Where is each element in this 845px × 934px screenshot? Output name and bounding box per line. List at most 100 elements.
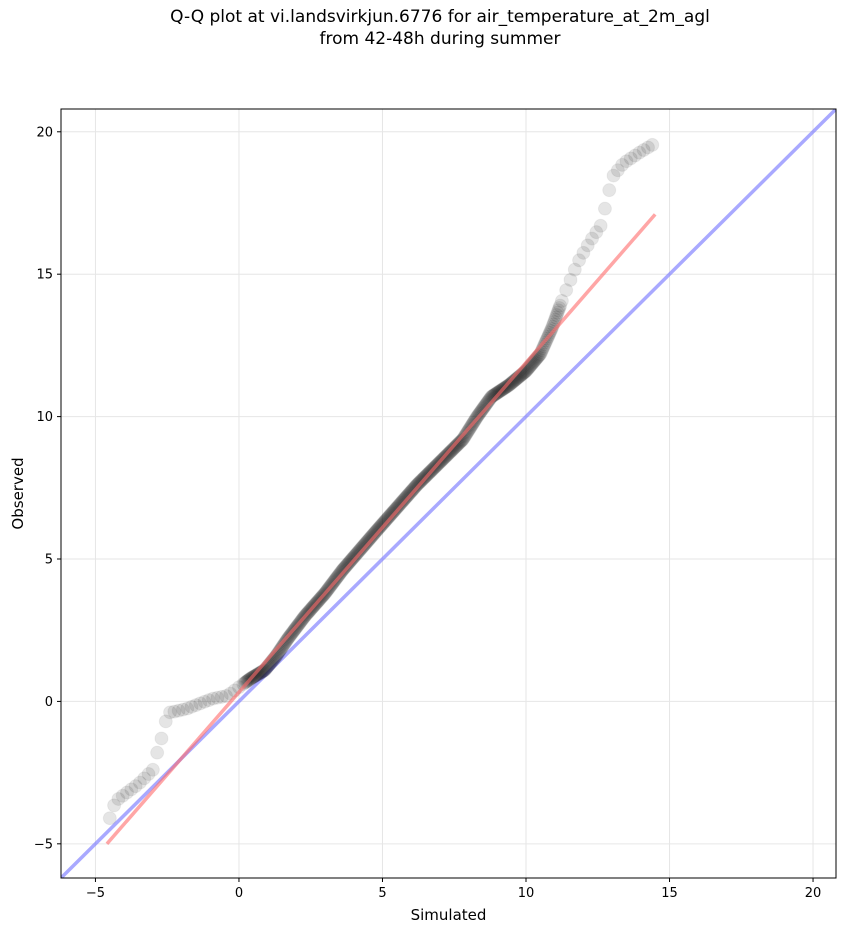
qq-point xyxy=(359,535,374,550)
qq-point xyxy=(567,262,582,277)
plot-frame xyxy=(60,108,837,879)
qq-point xyxy=(387,503,402,518)
qq-point xyxy=(549,307,564,322)
qq-point xyxy=(120,785,135,800)
qq-point xyxy=(145,762,160,777)
x-axis-label: Simulated xyxy=(411,906,487,924)
qq-point xyxy=(453,434,468,449)
qq-point xyxy=(628,148,643,163)
qq-point xyxy=(489,386,504,401)
qq-point xyxy=(150,745,165,760)
qq-point xyxy=(171,703,186,718)
qq-point xyxy=(619,154,634,169)
qq-point xyxy=(277,636,292,651)
x-tick-label: 10 xyxy=(518,886,535,901)
qq-point xyxy=(378,513,393,528)
qq-point xyxy=(372,520,387,535)
qq-point xyxy=(345,551,360,566)
qq-point xyxy=(342,555,357,570)
qq-point xyxy=(488,387,503,402)
qq-point xyxy=(115,788,130,803)
qq-point xyxy=(554,293,569,308)
qq-point xyxy=(606,168,621,183)
qq-point xyxy=(346,550,361,565)
qq-point xyxy=(373,519,388,534)
qq-point xyxy=(351,544,366,559)
qq-point xyxy=(337,561,352,576)
qq-point xyxy=(360,534,375,549)
qq-point xyxy=(450,437,465,452)
qq-point xyxy=(376,515,391,530)
qq-point xyxy=(107,798,122,813)
qq-point xyxy=(451,436,466,451)
qq-point xyxy=(338,559,353,574)
qq-point xyxy=(363,530,378,545)
qq-point xyxy=(384,506,399,521)
qq-point xyxy=(393,496,408,511)
qq-point xyxy=(367,526,382,541)
qq-point xyxy=(474,403,489,418)
y-tick-label: 20 xyxy=(36,125,53,140)
qq-point xyxy=(361,533,376,548)
qq-point xyxy=(102,811,117,826)
qq-point xyxy=(585,231,600,246)
qq-point xyxy=(197,694,212,709)
chart-title-line-2: from 42-48h during summer xyxy=(319,29,561,49)
qq-point xyxy=(504,375,519,390)
qq-point xyxy=(580,238,595,253)
qq-point xyxy=(355,540,370,555)
qq-point xyxy=(250,667,265,682)
qq-point xyxy=(354,541,369,556)
qq-point xyxy=(382,508,397,523)
qq-point xyxy=(361,532,376,547)
qq-point xyxy=(368,525,383,540)
qq-point xyxy=(137,771,152,786)
qq-point xyxy=(163,705,178,720)
plot-area xyxy=(61,109,836,878)
qq-point xyxy=(335,563,350,578)
qq-point xyxy=(355,539,370,554)
qq-point xyxy=(201,693,216,708)
qq-point xyxy=(128,779,143,794)
qq-point xyxy=(504,376,519,391)
qq-point xyxy=(184,699,199,714)
qq-point xyxy=(210,690,225,705)
qq-point xyxy=(132,775,147,790)
qq-point xyxy=(336,562,351,577)
qq-point xyxy=(353,542,368,557)
qq-point xyxy=(391,499,406,514)
qq-point xyxy=(366,527,381,542)
qq-point xyxy=(371,521,386,536)
qq-point xyxy=(563,272,578,287)
qq-point xyxy=(559,283,574,298)
qq-point xyxy=(339,558,354,573)
y-tick-label: −5 xyxy=(34,837,53,852)
x-tick-label: −5 xyxy=(86,886,105,901)
qq-point xyxy=(475,402,490,417)
axis-ticks: −5 0 5 10 15 20 −5 0 5 10 15 20 xyxy=(34,125,821,901)
qq-point xyxy=(364,529,379,544)
y-tick-label: 15 xyxy=(36,268,53,283)
qq-point xyxy=(219,689,234,704)
y-axis-label: Observed xyxy=(9,457,27,529)
qq-point xyxy=(368,524,383,539)
qq-point xyxy=(383,507,398,522)
qq-point xyxy=(206,691,221,706)
qq-point xyxy=(597,201,612,216)
qq-point xyxy=(357,537,372,552)
qq-point xyxy=(278,635,293,650)
qq-point xyxy=(476,400,491,415)
qq-point xyxy=(343,553,358,568)
qq-point xyxy=(175,702,190,717)
qq-point xyxy=(343,554,358,569)
qq-point xyxy=(388,502,403,517)
qq-point xyxy=(356,538,371,553)
qq-point xyxy=(645,137,660,152)
qq-point xyxy=(572,253,587,268)
qq-point xyxy=(350,545,365,560)
qq-point xyxy=(395,494,410,509)
qq-point xyxy=(344,552,359,567)
qq-point xyxy=(348,548,363,563)
qq-point xyxy=(552,300,567,315)
